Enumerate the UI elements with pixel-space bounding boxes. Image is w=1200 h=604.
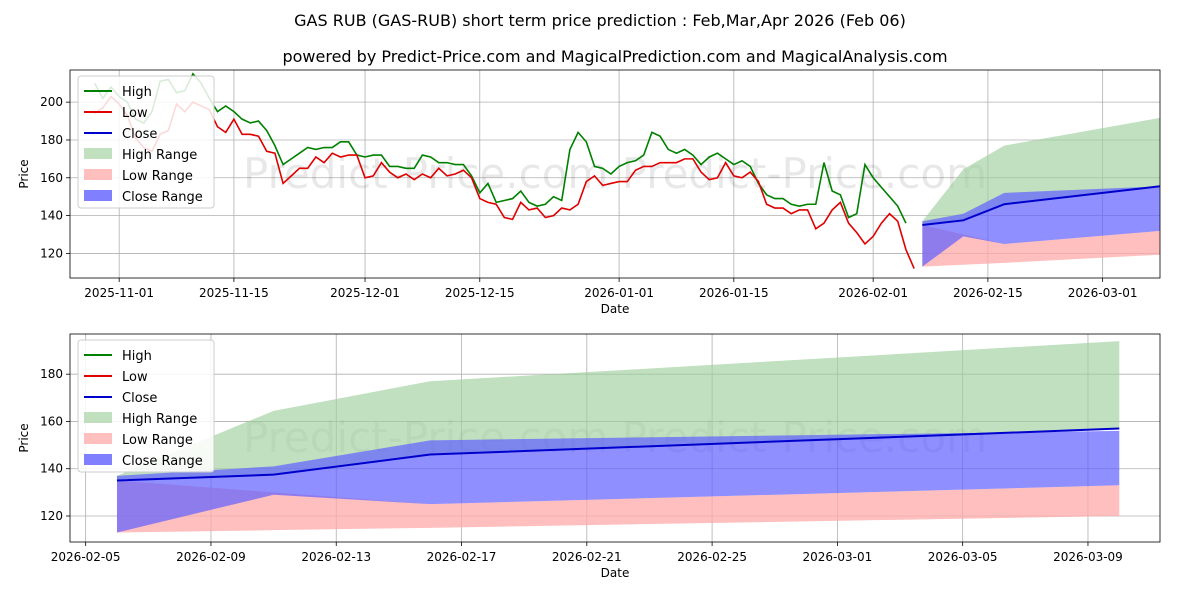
legend-label: High Range xyxy=(122,148,197,163)
x-tick-label: 2026-03-01 xyxy=(803,550,873,564)
legend-swatch xyxy=(84,169,112,180)
y-tick-label: 140 xyxy=(40,462,63,476)
y-axis-label: Price xyxy=(17,159,31,188)
x-tick-label: 2026-01-15 xyxy=(699,286,769,300)
legend-label: Close xyxy=(122,391,157,406)
x-tick-label: 2025-12-15 xyxy=(445,286,515,300)
legend-swatch xyxy=(84,454,112,465)
y-tick-label: 120 xyxy=(40,246,63,260)
axes-frame xyxy=(69,333,1161,543)
x-tick-label: 2025-11-01 xyxy=(84,286,154,300)
low-range-band xyxy=(922,225,1160,267)
x-tick-label: 2026-02-17 xyxy=(427,550,497,564)
x-tick-label: 2026-02-15 xyxy=(953,286,1023,300)
y-tick-label: 160 xyxy=(40,414,63,428)
legend-label: Close xyxy=(122,127,157,142)
x-tick-label: 2026-02-09 xyxy=(176,550,246,564)
close-range-band xyxy=(116,430,1120,533)
legend-swatch xyxy=(84,433,112,444)
x-axis-label: Date xyxy=(601,566,630,580)
x-tick-label: 2026-02-13 xyxy=(301,550,371,564)
watermark: Predict-Price.com Predict-Price.com xyxy=(243,149,987,198)
history-panel: 2025-11-01 2025-11-15 2025-12-01 2025-12-15… xyxy=(17,69,1161,316)
y-tick-label: 140 xyxy=(40,209,63,223)
x-tick-label: 2025-11-15 xyxy=(199,286,269,300)
x-tick-label: 2026-02-21 xyxy=(552,550,622,564)
y-tick-label: 180 xyxy=(40,133,63,147)
y-tick-label: 160 xyxy=(40,171,63,185)
y-tick-label: 120 xyxy=(40,509,63,523)
x-tick-label: 2025-12-01 xyxy=(330,286,400,300)
legend-label: Low xyxy=(122,370,148,385)
plot-area xyxy=(93,72,1160,269)
axes-frame xyxy=(69,69,1161,279)
chart-subtitle: powered by Predict-Price.com and Magical… xyxy=(282,47,947,66)
legend-label: High xyxy=(122,349,152,364)
high-range-band xyxy=(116,341,1120,481)
legend-label: Low xyxy=(122,106,148,121)
legend-label: Low Range xyxy=(122,433,193,448)
x-tick-label: 2026-03-01 xyxy=(1068,286,1138,300)
plot-area xyxy=(116,341,1120,533)
legend-label: High xyxy=(122,85,152,100)
x-tick-label: 2026-03-09 xyxy=(1053,550,1123,564)
y-tick-label: 180 xyxy=(40,367,63,381)
legend: High Low Close High Range Low Range Close Ran… xyxy=(77,75,215,209)
close-series-line xyxy=(116,427,1120,482)
forecast-panel: 2026-02-05 2026-02-09 2026-02-13 2026-02-17… xyxy=(17,333,1161,580)
x-tick-label: 2026-02-05 xyxy=(51,550,121,564)
legend-label: Close Range xyxy=(122,190,203,205)
x-tick-label: 2026-01-01 xyxy=(584,286,654,300)
legend-label: Close Range xyxy=(122,454,203,469)
close-range-band xyxy=(922,186,1160,267)
x-tick-label: 2026-02-01 xyxy=(838,286,908,300)
x-axis-label: Date xyxy=(601,302,630,316)
close-series-line xyxy=(922,185,1160,227)
chart-title: GAS RUB (GAS-RUB) short term price predi… xyxy=(294,11,906,30)
low-range-band xyxy=(116,480,1120,533)
high-series-line xyxy=(93,72,907,224)
low-series-line xyxy=(94,95,915,269)
legend-swatch xyxy=(84,148,112,159)
legend-label: High Range xyxy=(122,412,197,427)
legend-label: Low Range xyxy=(122,169,193,184)
legend-swatch xyxy=(84,412,112,423)
x-tick-label: 2026-03-05 xyxy=(928,550,998,564)
x-tick-label: 2026-02-25 xyxy=(677,550,747,564)
y-axis-label: Price xyxy=(17,423,31,452)
y-tick-label: 200 xyxy=(40,95,63,109)
high-range-band xyxy=(922,117,1160,226)
legend: High Low Close High Range Low Range Close Ran… xyxy=(77,339,215,473)
legend-swatch xyxy=(84,190,112,201)
